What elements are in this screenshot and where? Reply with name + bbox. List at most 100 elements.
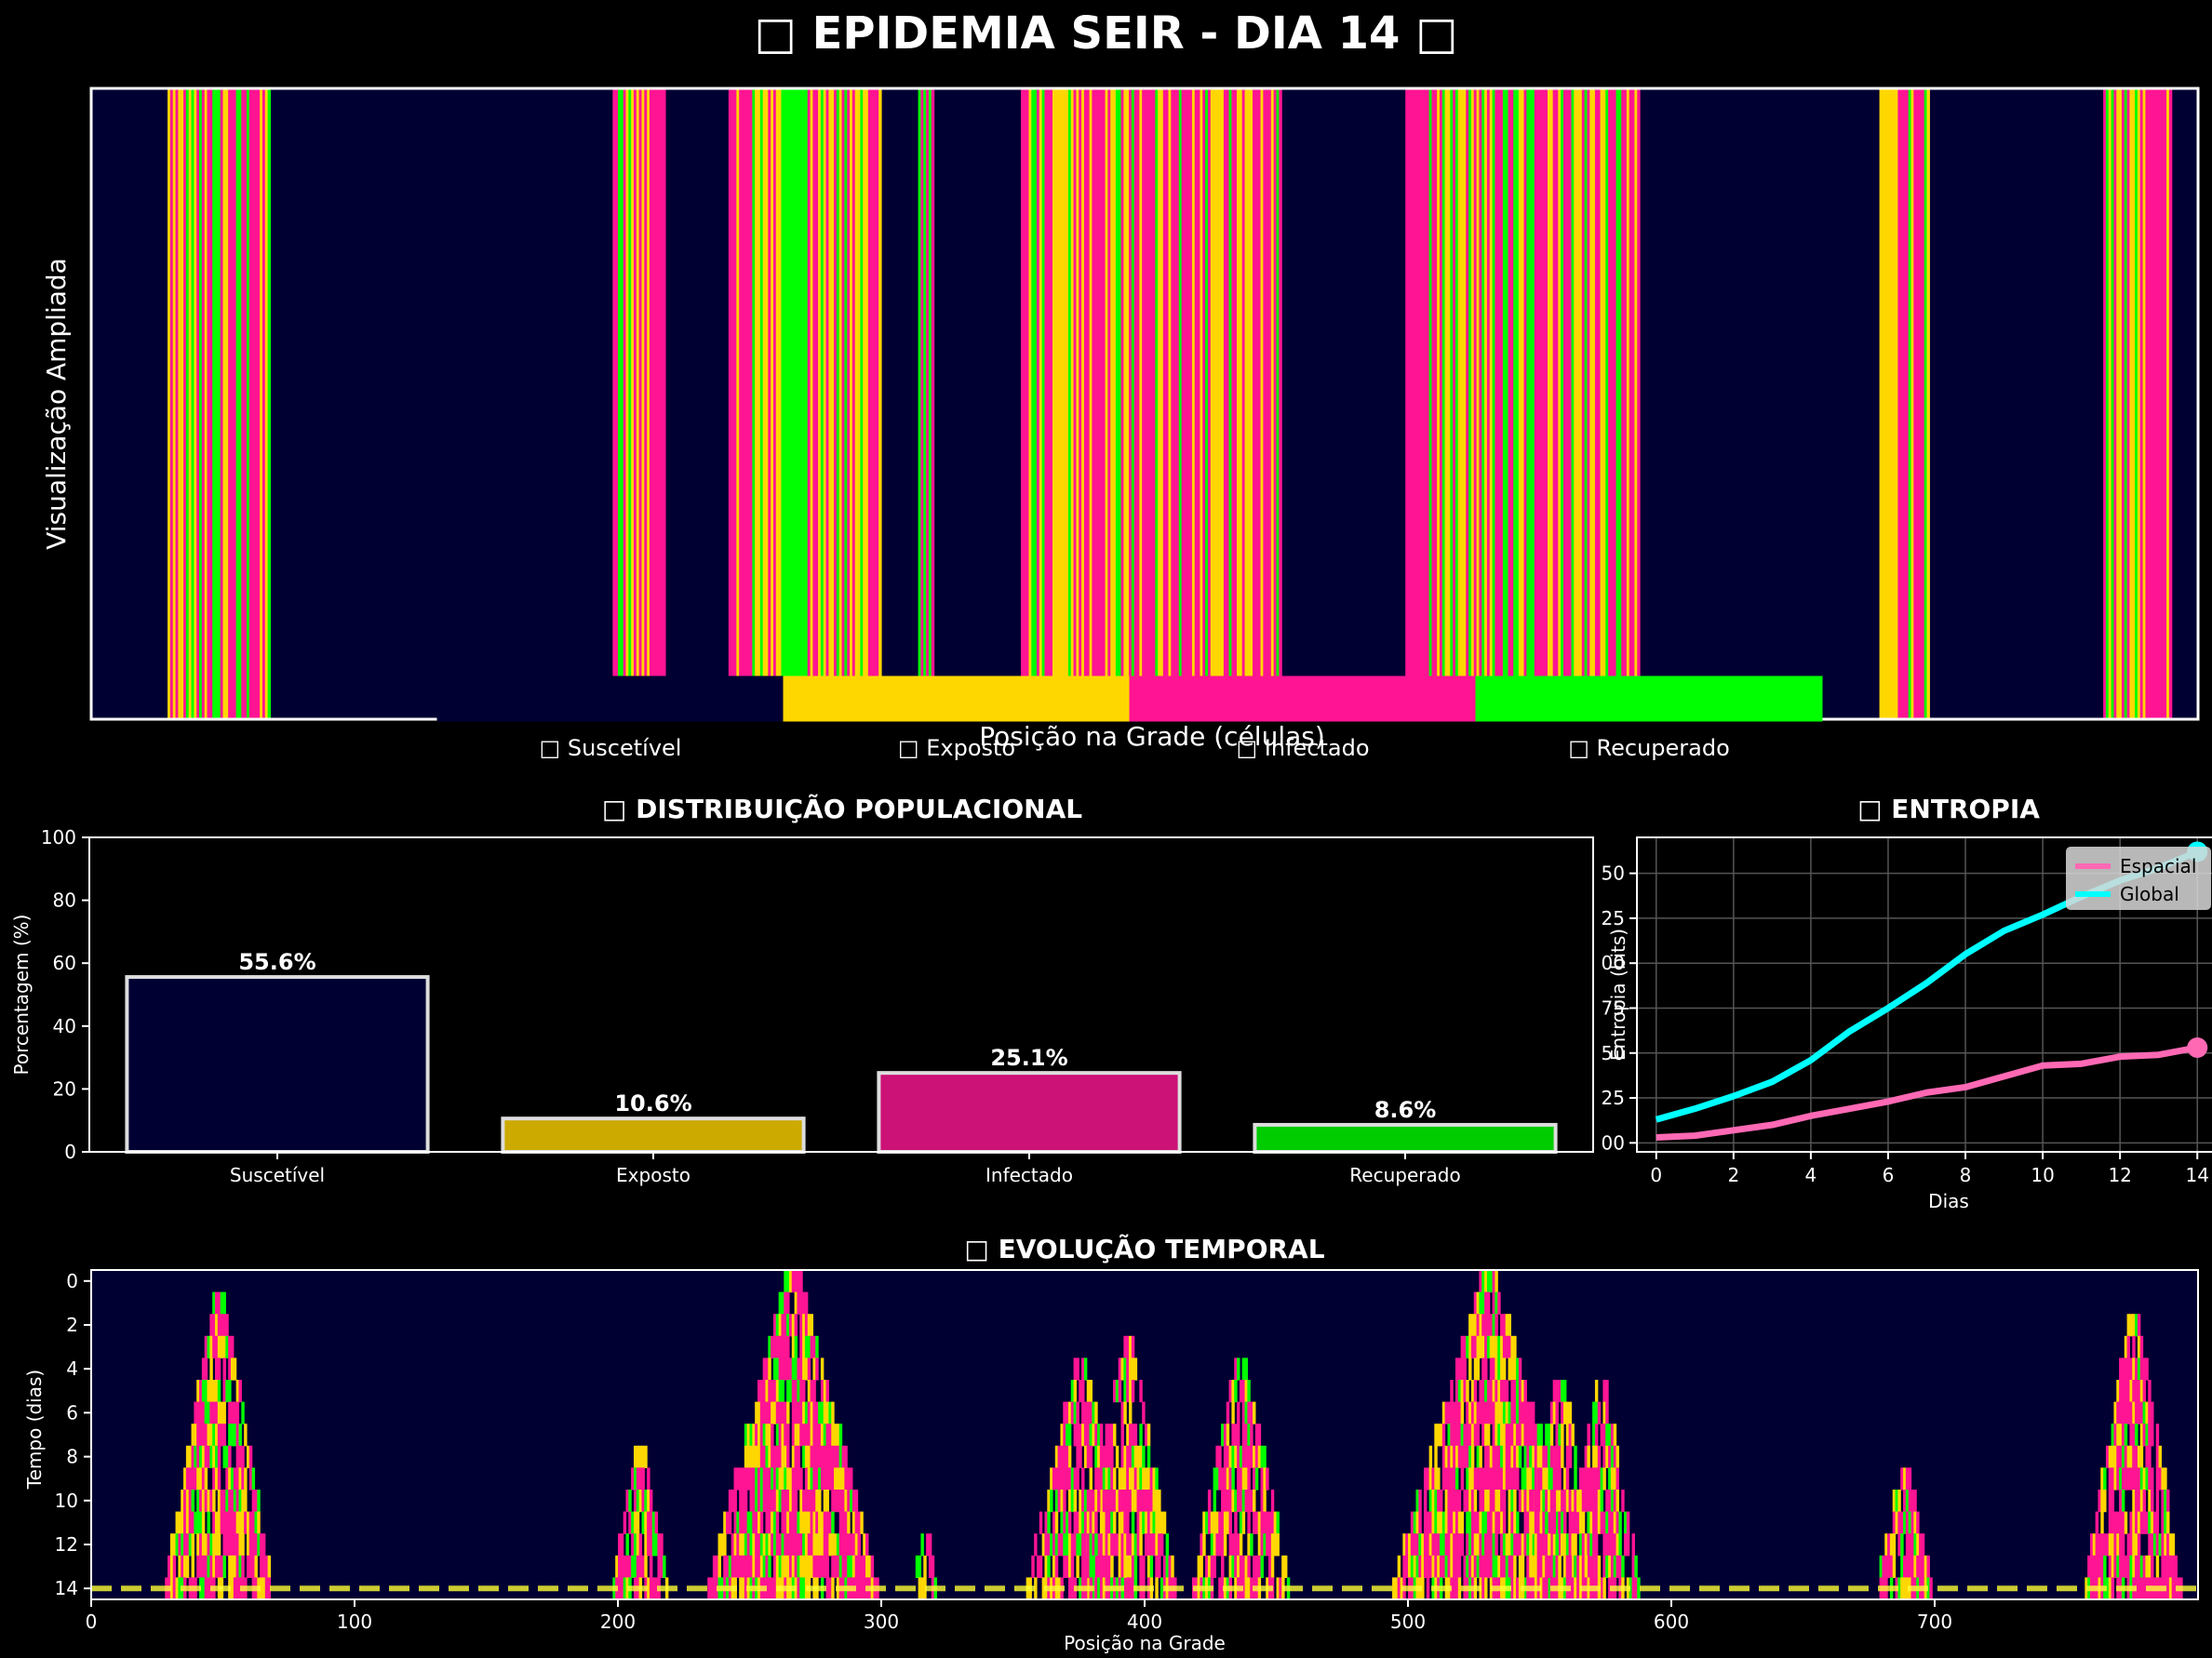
evolution-cell	[196, 1401, 200, 1424]
evolution-cell	[1615, 1490, 1619, 1513]
evolution-cell	[838, 1424, 843, 1447]
evolution-cell	[1558, 1533, 1562, 1557]
evolution-cell	[1421, 1577, 1425, 1600]
evolution-cell	[1903, 1555, 1907, 1578]
evolution-cell	[752, 1445, 756, 1468]
strip-cell	[2152, 88, 2157, 719]
evolution-cell	[2111, 1577, 2115, 1600]
evolution-cell	[778, 1401, 783, 1424]
evolution-cell	[235, 1401, 240, 1424]
evolution-cell	[181, 1511, 184, 1534]
evolution-cell	[1500, 1445, 1504, 1468]
evolution-cell	[1508, 1511, 1511, 1534]
evolution-cell	[860, 1511, 864, 1534]
evolution-cell	[759, 1511, 764, 1534]
evolution-cell	[1089, 1467, 1093, 1491]
evolution-cell	[815, 1511, 819, 1534]
evolution-cell	[1270, 1533, 1275, 1557]
evolution-cell	[1486, 1380, 1491, 1403]
evolution-cell	[2129, 1555, 2133, 1578]
evolution-cell	[651, 1577, 656, 1600]
evolution-cell	[209, 1380, 213, 1403]
strip-cell	[1234, 88, 1238, 719]
evolution-cell	[1486, 1555, 1491, 1578]
evolution-cell	[749, 1555, 753, 1578]
evolution-cell	[217, 1291, 221, 1315]
evolution-cell	[1244, 1380, 1248, 1403]
evolution-cell	[660, 1533, 664, 1557]
evolution-cell	[1581, 1467, 1586, 1491]
evolution-cell	[2135, 1533, 2138, 1557]
evolution-cell	[207, 1511, 210, 1534]
strip-cell	[1497, 88, 1501, 719]
evolution-cell	[2155, 1467, 2160, 1491]
evolution-cell	[1415, 1490, 1419, 1513]
evolution-cell	[1146, 1467, 1151, 1491]
evolution-cell	[633, 1555, 637, 1578]
strip-cell	[244, 88, 248, 719]
evolution-xtick-label: 600	[1654, 1611, 1689, 1633]
evolution-cell	[1241, 1555, 1246, 1578]
evolution-cell	[728, 1511, 732, 1534]
evolution-cell	[797, 1555, 800, 1578]
evolution-cell	[857, 1533, 861, 1557]
evolution-cell	[1131, 1467, 1135, 1491]
evolution-cell	[1226, 1467, 1230, 1491]
evolution-cell	[1231, 1533, 1235, 1557]
evolution-cell	[638, 1555, 643, 1578]
evolution-cell	[799, 1490, 803, 1513]
strip-cell	[818, 88, 822, 719]
evolution-cell	[1152, 1490, 1156, 1513]
evolution-cell	[1434, 1511, 1438, 1534]
evolution-cell	[1244, 1445, 1248, 1468]
evolution-cell	[1532, 1533, 1535, 1557]
evolution-cell	[1473, 1424, 1478, 1447]
evolution-cell	[623, 1511, 627, 1534]
evolution-cell	[739, 1467, 743, 1491]
evolution-cell	[1565, 1467, 1570, 1491]
evolution-cell	[1129, 1380, 1133, 1403]
evolution-cell	[802, 1357, 806, 1381]
strip-cell	[928, 88, 932, 719]
evolution-cell	[1444, 1533, 1449, 1557]
evolution-cell	[1481, 1357, 1485, 1381]
evolution-cell	[1497, 1467, 1501, 1491]
strip-cell	[2108, 88, 2112, 719]
evolution-cell	[636, 1533, 640, 1557]
evolution-cell	[1594, 1490, 1599, 1513]
evolution-cell	[209, 1314, 213, 1337]
evolution-cell	[1495, 1511, 1498, 1534]
evolution-cell	[1237, 1401, 1240, 1424]
evolution-cell	[1578, 1511, 1583, 1534]
evolution-cell	[825, 1445, 829, 1468]
evolution-cell	[1105, 1490, 1108, 1513]
strip-cell	[1473, 88, 1478, 719]
evolution-cell	[1094, 1467, 1098, 1491]
evolution-cell	[804, 1401, 809, 1424]
evolution-cell	[215, 1357, 219, 1381]
evolution-cell	[1423, 1555, 1428, 1578]
evolution-cell	[1562, 1401, 1567, 1424]
evolution-cell	[1479, 1291, 1482, 1315]
evolution-cell	[1549, 1467, 1554, 1491]
evolution-cell	[1489, 1511, 1494, 1534]
evolution-cell	[1089, 1380, 1093, 1403]
evolution-cell	[1565, 1533, 1570, 1557]
evolution-cell	[723, 1511, 727, 1534]
evolution-cell	[744, 1577, 748, 1600]
evolution-cell	[1067, 1577, 1072, 1600]
evolution-cell	[1561, 1445, 1564, 1468]
strip-cell	[1152, 88, 1156, 719]
strip-cell	[812, 88, 816, 719]
evolution-cell	[1415, 1555, 1419, 1578]
evolution-cell	[1571, 1577, 1575, 1600]
strip-cell	[1067, 88, 1072, 719]
evolution-cell	[2113, 1424, 2117, 1447]
evolution-cell	[1558, 1511, 1562, 1534]
evolution-cell	[1521, 1555, 1525, 1578]
evolution-cell	[797, 1291, 800, 1315]
strip-cell	[1034, 88, 1038, 719]
evolution-cell	[804, 1335, 809, 1358]
evolution-cell	[1516, 1357, 1520, 1381]
strip-xlabel: Posição na Grade (células)	[979, 721, 1325, 752]
